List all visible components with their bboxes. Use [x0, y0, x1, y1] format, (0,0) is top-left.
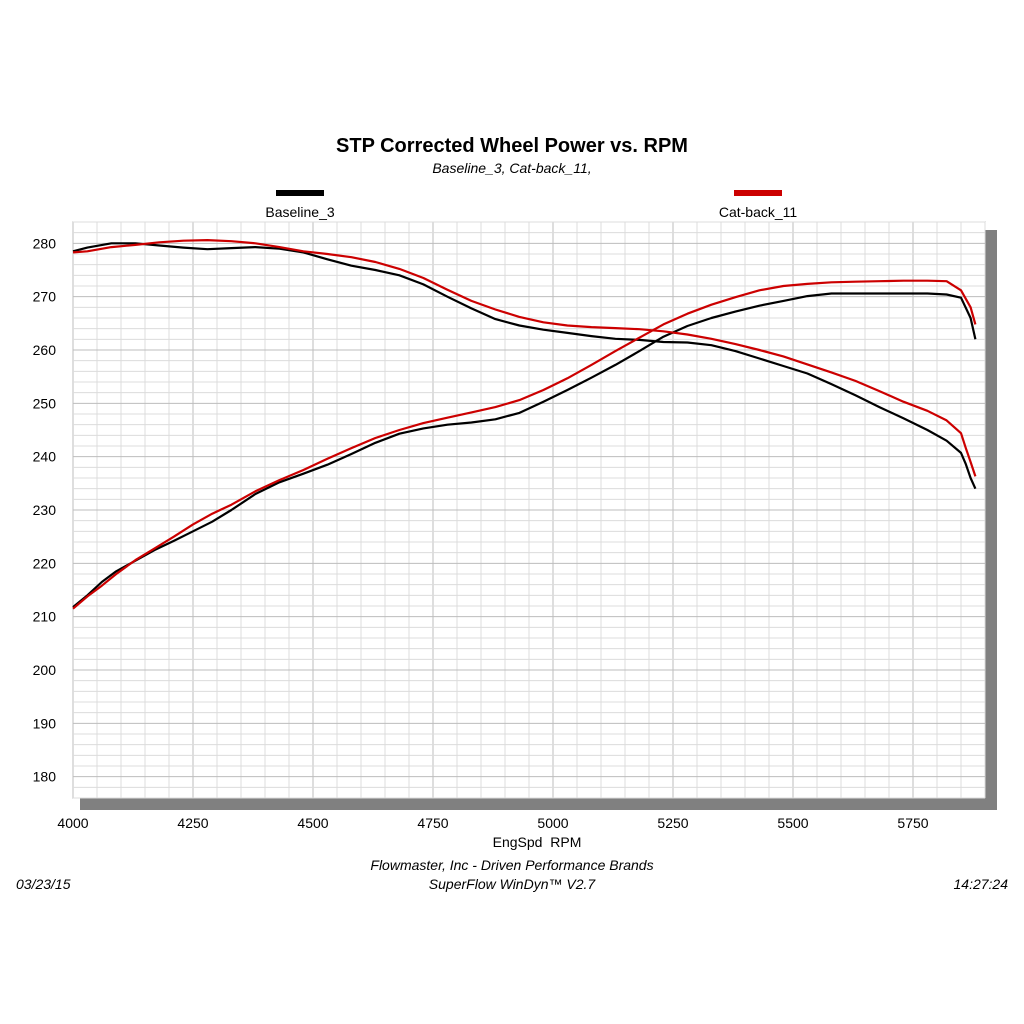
series-line-baseline-3-power	[72, 242, 977, 490]
y-tick-label: 280	[33, 235, 57, 251]
legend: Baseline_3 Cat-back_11	[265, 190, 797, 220]
series-line-cat-back-11-power	[72, 239, 977, 477]
y-tick-label: 200	[33, 662, 57, 678]
chart-subtitle: Baseline_3, Cat-back_11,	[432, 160, 591, 176]
plot-shadow-right	[985, 230, 997, 810]
y-tick-label: 190	[33, 715, 57, 731]
footer-date: 03/23/15	[16, 876, 71, 892]
x-tick-label: 4500	[297, 815, 328, 831]
plot-shadow-bottom	[80, 798, 997, 810]
legend-swatch-catback	[734, 190, 782, 196]
x-tick-labels: 4000 4250 4500 4750 5000 5250 5500 5750	[57, 815, 928, 831]
legend-swatch-baseline	[276, 190, 324, 196]
x-tick-label: 5500	[777, 815, 808, 831]
grid	[72, 221, 986, 799]
series-line-cat-back-11-torque	[72, 279, 977, 610]
y-tick-label: 230	[33, 502, 57, 518]
y-tick-labels: 180 190 200 210 220 230 240 250 260 270 280	[33, 235, 57, 784]
x-tick-label: 4250	[177, 815, 208, 831]
legend-label-catback: Cat-back_11	[719, 204, 798, 220]
y-tick-label: 270	[33, 289, 57, 305]
footer-time: 14:27:24	[954, 876, 1009, 892]
footer-software: SuperFlow WinDyn™ V2.7	[429, 876, 597, 892]
y-tick-label: 240	[33, 449, 57, 465]
x-axis-label: EngSpd RPM	[493, 834, 582, 850]
legend-label-baseline: Baseline_3	[265, 204, 334, 220]
y-tick-label: 180	[33, 769, 57, 785]
x-tick-label: 5750	[897, 815, 928, 831]
x-tick-label: 5000	[537, 815, 568, 831]
y-tick-label: 260	[33, 342, 57, 358]
series-line-baseline-3-torque	[72, 292, 977, 608]
y-tick-label: 220	[33, 555, 57, 571]
y-tick-label: 250	[33, 395, 57, 411]
chart-title: STP Corrected Wheel Power vs. RPM	[336, 135, 688, 157]
x-tick-label: 4000	[57, 815, 88, 831]
footer-company: Flowmaster, Inc - Driven Performance Bra…	[370, 857, 653, 873]
series-lines	[72, 239, 977, 610]
x-tick-label: 4750	[417, 815, 448, 831]
x-tick-label: 5250	[657, 815, 688, 831]
y-tick-label: 210	[33, 609, 57, 625]
